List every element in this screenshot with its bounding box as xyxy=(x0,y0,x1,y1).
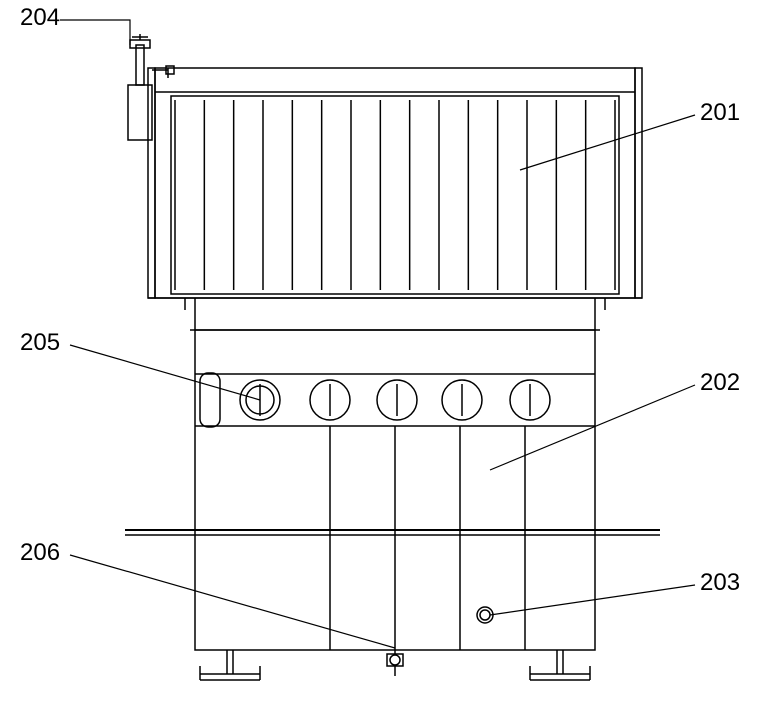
leader-l201 xyxy=(520,115,695,170)
label-l202: 202 xyxy=(700,369,740,396)
valve-204-cap xyxy=(130,40,150,48)
leader-l205 xyxy=(70,345,260,400)
port-203-inner xyxy=(480,610,490,620)
upper-slat-frame xyxy=(171,96,619,294)
leader-l206 xyxy=(70,555,395,648)
leader-l202 xyxy=(490,385,695,470)
label-l205: 205 xyxy=(20,329,60,356)
gauge-window xyxy=(200,373,220,427)
upper-flange-right xyxy=(635,68,642,298)
leader-l203 xyxy=(490,585,695,615)
label-l201: 201 xyxy=(700,99,740,126)
leader-l204 xyxy=(60,20,130,45)
valve-204-stem xyxy=(136,45,144,85)
drain-cap xyxy=(390,655,400,665)
label-l204: 204 xyxy=(20,4,60,31)
label-l203: 203 xyxy=(700,569,740,596)
upper-shell xyxy=(155,68,635,298)
technical-diagram: 204 201 205 202 206 203 xyxy=(0,0,777,723)
label-l206: 206 xyxy=(20,539,60,566)
